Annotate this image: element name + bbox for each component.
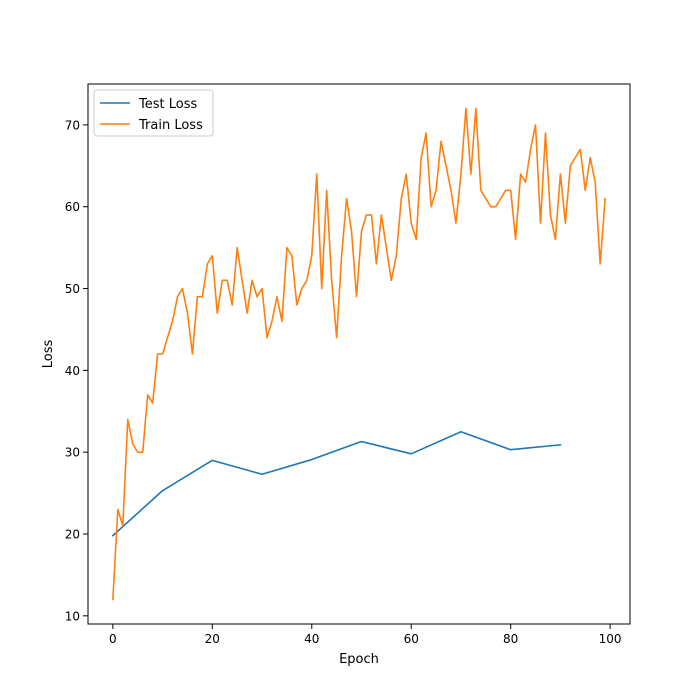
- x-tick-label: 40: [304, 632, 319, 646]
- legend: Test Loss Train Loss: [93, 89, 214, 137]
- y-tick-label: 70: [65, 118, 80, 132]
- y-tick-label: 40: [65, 364, 80, 378]
- y-tick-label: 60: [65, 200, 80, 214]
- y-axis-label: Loss: [41, 340, 56, 369]
- x-tick-label: 100: [599, 632, 622, 646]
- series-line-train-loss: [112, 107, 606, 601]
- plot-frame: [87, 83, 631, 625]
- series-line-test-loss: [111, 430, 562, 537]
- x-axis-ticks: 0 20 40 60 80 100: [109, 624, 622, 646]
- legend-label-train-loss: Train Loss: [138, 118, 203, 133]
- y-tick-label: 50: [65, 282, 80, 296]
- plot-area: [88, 84, 630, 624]
- y-tick-label: 30: [65, 446, 80, 460]
- x-tick-label: 80: [503, 632, 518, 646]
- x-axis-label: Epoch: [339, 652, 379, 667]
- y-axis-ticks: 10 20 30 40 50 60 70: [65, 118, 88, 623]
- x-tick-label: 60: [404, 632, 419, 646]
- series-layer: [111, 107, 606, 601]
- x-tick-label: 0: [109, 632, 117, 646]
- legend-label-test-loss: Test Loss: [138, 97, 197, 112]
- y-tick-label: 10: [65, 609, 80, 623]
- x-tick-label: 20: [205, 632, 220, 646]
- y-tick-label: 20: [65, 528, 80, 542]
